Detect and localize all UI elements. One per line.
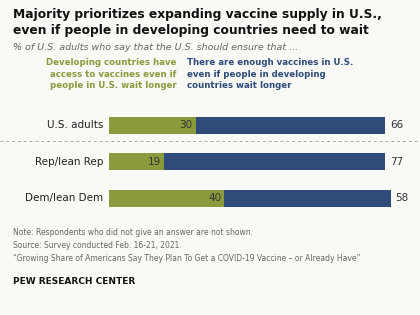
Bar [109,153,164,170]
Bar [224,190,391,207]
Bar [109,117,196,134]
Text: Majority prioritizes expanding vaccine supply in U.S.,: Majority prioritizes expanding vaccine s… [13,8,381,21]
Text: 58: 58 [396,193,409,203]
Text: Source: Survey conducted Feb. 16-21, 2021.: Source: Survey conducted Feb. 16-21, 202… [13,241,181,250]
Text: U.S. adults: U.S. adults [47,120,104,130]
Bar [109,190,224,207]
Text: 40: 40 [208,193,221,203]
Text: Developing countries have
access to vaccines even if
people in U.S. wait longer: Developing countries have access to vacc… [46,58,176,90]
Text: There are enough vaccines in U.S.
even if people in developing
countries wait lo: There are enough vaccines in U.S. even i… [187,58,353,90]
Bar [196,117,386,134]
Text: even if people in developing countries need to wait: even if people in developing countries n… [13,24,368,37]
Text: 66: 66 [390,120,403,130]
Text: “Growing Share of Americans Say They Plan To Get a COVID-19 Vaccine – or Already: “Growing Share of Americans Say They Pla… [13,254,360,263]
Bar [164,153,386,170]
Text: Note: Respondents who did not give an answer are not shown.: Note: Respondents who did not give an an… [13,228,252,238]
Text: Dem/lean Dem: Dem/lean Dem [26,193,104,203]
Text: % of U.S. adults who say that the U.S. should ensure that ...: % of U.S. adults who say that the U.S. s… [13,43,298,52]
Text: 19: 19 [148,157,161,167]
Text: 77: 77 [390,157,403,167]
Text: 30: 30 [180,120,193,130]
Text: Rep/lean Rep: Rep/lean Rep [35,157,104,167]
Text: PEW RESEARCH CENTER: PEW RESEARCH CENTER [13,277,135,286]
